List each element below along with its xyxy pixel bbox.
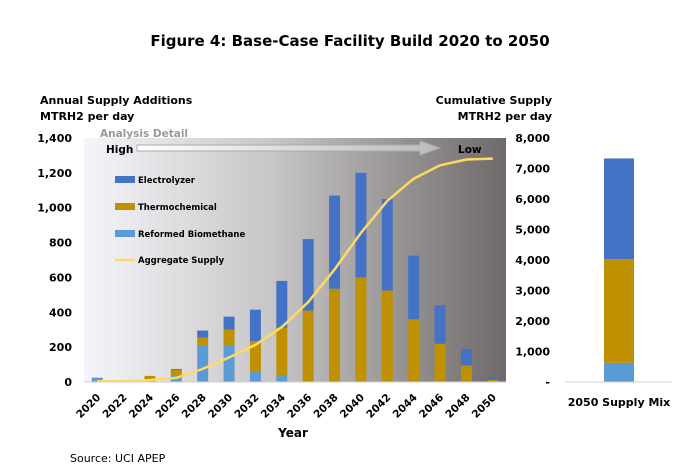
bar-thermochemical xyxy=(302,310,314,382)
bar-thermochemical xyxy=(276,327,288,376)
x-tick-label: 2022 xyxy=(101,392,130,421)
bar-electrolyzer xyxy=(487,377,499,380)
x-tick-label: 2044 xyxy=(391,392,420,421)
bar-electrolyzer xyxy=(381,199,393,291)
left-tick-label: 800 xyxy=(49,237,72,250)
left-tick-label: 0 xyxy=(64,376,72,389)
left-tick-label: 200 xyxy=(49,341,72,354)
bar-thermochemical xyxy=(170,369,182,376)
chart-title: Figure 4: Base-Case Facility Build 2020 … xyxy=(150,32,549,50)
legend-label: Electrolyzer xyxy=(138,176,196,186)
bar-thermochemical xyxy=(197,337,209,346)
bar-electrolyzer xyxy=(302,239,314,311)
bar-electrolyzer xyxy=(408,255,420,320)
x-axis-title: Year xyxy=(277,426,308,440)
bar-thermochemical xyxy=(355,277,367,382)
right-tick-label: - xyxy=(545,376,550,389)
left-tick-label: 400 xyxy=(49,306,72,319)
bar-electrolyzer xyxy=(170,368,182,370)
x-tick-label: 2030 xyxy=(206,392,235,421)
bar-thermochemical xyxy=(381,290,393,382)
right-axis-label-1: Cumulative Supply xyxy=(436,94,552,107)
arrow-icon xyxy=(136,140,442,156)
right-tick-label: 8,000 xyxy=(515,132,550,145)
legend-label: Thermochemical xyxy=(138,203,217,213)
source-note: Source: UCI APEP xyxy=(70,452,166,465)
x-tick-label: 2034 xyxy=(259,392,288,421)
x-tick-label: 2038 xyxy=(312,392,341,421)
bar-electrolyzer xyxy=(223,316,235,330)
left-tick-label: 600 xyxy=(49,271,72,284)
legend-swatch xyxy=(115,230,135,237)
x-tick-label: 2024 xyxy=(127,392,156,421)
right-tick-label: 2,000 xyxy=(515,315,550,328)
left-axis-label-1: Annual Supply Additions xyxy=(40,94,193,107)
mix-bar-thermochemical xyxy=(604,259,634,363)
x-tick-label: 2036 xyxy=(285,392,314,421)
left-tick-label: 1,400 xyxy=(37,132,72,145)
bar-thermochemical xyxy=(487,379,499,382)
right-tick-label: 5,000 xyxy=(515,224,550,237)
x-tick-label: 2032 xyxy=(232,392,261,421)
x-tick-label: 2028 xyxy=(180,392,209,421)
bar-thermochemical xyxy=(249,341,261,372)
left-tick-label: 1,000 xyxy=(37,202,72,215)
right-tick-label: 1,000 xyxy=(515,346,550,359)
x-tick-label: 2040 xyxy=(338,392,367,421)
right-tick-label: 4,000 xyxy=(515,254,550,267)
legend-swatch xyxy=(115,176,135,183)
bar-reformed-biomethane xyxy=(276,375,288,382)
mix-bar-electrolyzer xyxy=(604,158,634,260)
bar-electrolyzer xyxy=(197,330,209,338)
bar-thermochemical xyxy=(460,365,472,382)
right-tick-label: 6,000 xyxy=(515,193,550,206)
x-tick-label: 2048 xyxy=(443,392,472,421)
right-tick-label: 3,000 xyxy=(515,285,550,298)
legend-label: Reformed Biomethane xyxy=(138,230,245,240)
right-tick-label: 7,000 xyxy=(515,163,550,176)
x-tick-label: 2020 xyxy=(74,392,103,421)
bar-electrolyzer xyxy=(249,309,261,342)
bar-thermochemical xyxy=(408,319,420,382)
bar-electrolyzer xyxy=(460,348,472,366)
x-tick-label: 2046 xyxy=(417,392,446,421)
left-tick-label: 1,200 xyxy=(37,167,72,180)
annotation-end: Low xyxy=(458,144,482,156)
left-axis-label-2: MTRH2 per day xyxy=(40,110,134,123)
x-tick-label: 2026 xyxy=(153,392,182,421)
bar-thermochemical xyxy=(329,288,341,382)
bar-thermochemical xyxy=(223,329,235,346)
bar-electrolyzer xyxy=(355,172,367,278)
bar-electrolyzer xyxy=(434,305,446,344)
annotation-label: Analysis Detail xyxy=(100,128,188,140)
mix-bar-reformed-biomethane xyxy=(604,362,634,382)
bar-reformed-biomethane xyxy=(91,377,103,382)
bar-electrolyzer xyxy=(276,280,288,328)
bar-thermochemical xyxy=(434,343,446,382)
x-tick-label: 2042 xyxy=(364,392,393,421)
mix-category-label: 2050 Supply Mix xyxy=(568,396,671,409)
bar-thermochemical xyxy=(144,375,156,381)
aggregate-supply-line xyxy=(97,157,493,383)
x-tick-label: 2050 xyxy=(470,392,499,421)
bar-electrolyzer xyxy=(329,195,341,289)
bar-reformed-biomethane xyxy=(249,371,261,382)
annotation-start: High xyxy=(106,144,133,156)
bar-reformed-biomethane xyxy=(223,345,235,382)
legend-swatch xyxy=(115,203,135,210)
bar-reformed-biomethane xyxy=(197,345,209,382)
legend-label: Aggregate Supply xyxy=(138,256,225,266)
right-axis-label-2: MTRH2 per day xyxy=(458,110,552,123)
